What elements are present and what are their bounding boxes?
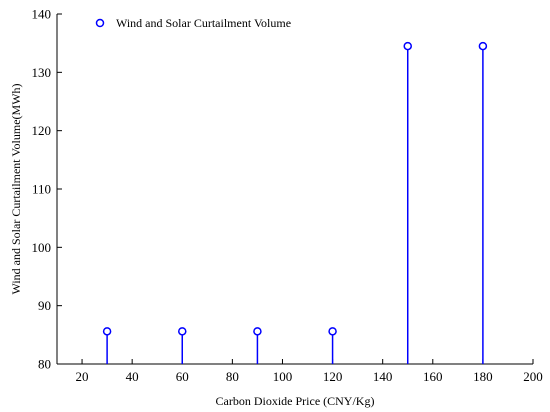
stem-series: [102, 41, 488, 364]
y-tick-label: 120: [32, 123, 52, 138]
y-tick-label: 90: [38, 298, 51, 313]
stem-marker: [328, 327, 337, 336]
legend-label: Wind and Solar Curtailment Volume: [116, 16, 291, 30]
axes: [56, 14, 533, 365]
x-tick-label: 160: [423, 369, 443, 384]
x-tick-label: 140: [373, 369, 393, 384]
stem-marker: [178, 327, 187, 336]
x-axis-ticks: 20 40 60 80 100 120 140 160 180 200: [76, 359, 543, 384]
x-tick-label: 60: [176, 369, 189, 384]
y-axis-ticks: 80 90 100 110 120 130 140: [32, 7, 62, 372]
y-tick-label: 80: [38, 357, 51, 372]
y-tick-label: 110: [32, 182, 51, 197]
legend-marker: [95, 18, 105, 28]
y-tick-label: 130: [32, 65, 52, 80]
stem-marker: [403, 41, 412, 51]
legend: Wind and Solar Curtailment Volume: [95, 16, 291, 30]
y-tick-label: 100: [32, 240, 52, 255]
x-tick-label: 100: [273, 369, 293, 384]
y-tick-label: 140: [32, 7, 52, 22]
stem-marker: [253, 327, 262, 336]
x-axis-title: Carbon Dioxide Price (CNY/Kg): [216, 394, 375, 408]
stem-marker: [102, 327, 112, 336]
x-tick-label: 20: [76, 369, 89, 384]
x-tick-label: 200: [523, 369, 543, 384]
y-axis-title: Wind and Solar Curtailment Volume(MWh): [9, 83, 23, 294]
x-tick-label: 120: [323, 369, 343, 384]
x-tick-label: 180: [473, 369, 493, 384]
x-tick-label: 80: [226, 369, 239, 384]
x-tick-label: 40: [126, 369, 139, 384]
stem-marker: [478, 41, 488, 51]
